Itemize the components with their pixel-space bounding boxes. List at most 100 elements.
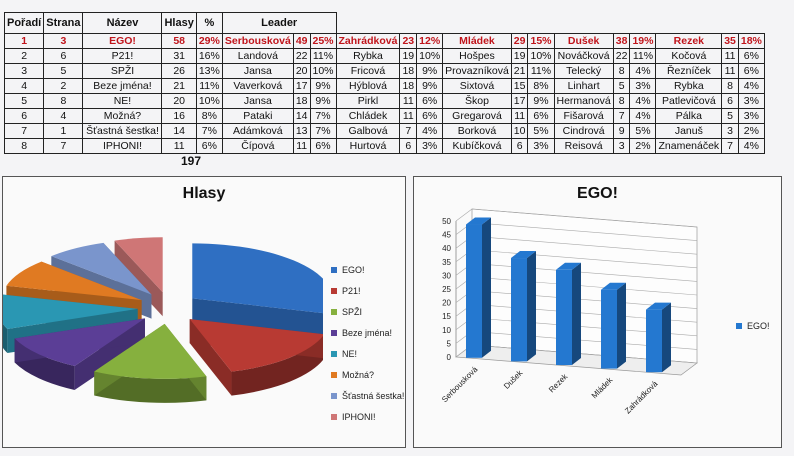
cell: 19%	[629, 33, 657, 49]
cell: 16%	[195, 48, 223, 64]
legend-item: EGO!	[331, 259, 404, 280]
cell: Serbousková	[221, 33, 294, 49]
legend-item: Šťastná šestka!	[331, 385, 404, 406]
cell: 6%	[416, 108, 444, 124]
x-tick-label: Serbousková	[440, 364, 480, 404]
results-table: Pořadí Strana Název Hlasy % Leader 1 3 E…	[3, 12, 765, 154]
cell: 29%	[195, 33, 223, 49]
legend-label: Beze jména!	[342, 327, 393, 338]
bar	[466, 217, 491, 358]
cell: 6	[3, 108, 45, 124]
cell: 3	[3, 63, 45, 79]
cell: 20	[161, 93, 197, 109]
y-tick-label: 5	[447, 339, 452, 348]
cell: 10%	[195, 93, 223, 109]
cell: 6%	[737, 48, 765, 64]
legend-label: IPHONI!	[342, 411, 376, 422]
cell: Hermanová	[553, 93, 614, 109]
cell: Hošpes	[442, 48, 512, 64]
x-tick-label: Mládek	[590, 375, 615, 400]
cell: Jansa	[221, 93, 294, 109]
cell: 8	[612, 93, 631, 109]
x-tick-label: Rezek	[547, 371, 570, 394]
x-tick-label: Dušek	[502, 368, 525, 391]
cell: 9%	[416, 78, 444, 94]
legend-label: NE!	[342, 348, 358, 359]
bar-chart-title: EGO!	[577, 185, 618, 202]
cell: 4%	[629, 108, 657, 124]
cell: 6	[721, 93, 739, 109]
cell: 18	[399, 78, 418, 94]
cell: 17	[510, 93, 529, 109]
cell: Škop	[442, 93, 512, 109]
y-tick-label: 0	[447, 353, 452, 362]
cell: 3%	[629, 78, 657, 94]
cell: Gregarová	[442, 108, 512, 124]
cell: 8	[721, 78, 739, 94]
cell: Landová	[221, 48, 294, 64]
cell: 3	[43, 33, 84, 49]
y-tick-label: 25	[442, 285, 451, 294]
cell: 29	[510, 33, 529, 49]
cell: 18	[399, 63, 418, 79]
bar-chart-panel: EGO! 0 5 10 15 20 25 30 35 40 45 50 Serbousková Duše…	[413, 176, 782, 448]
header-rank: Pořadí	[3, 12, 45, 34]
cell: 15	[510, 78, 529, 94]
cell: 12%	[416, 33, 444, 49]
cell: 7	[612, 108, 631, 124]
legend-swatch	[331, 350, 337, 357]
cell: 7%	[309, 123, 337, 139]
table-row: 3 5 SPŽI 26 13% Jansa 20 10% Fricová 18 9% Provazní…	[3, 63, 765, 79]
cell: 4%	[629, 93, 657, 109]
total-votes: 197	[181, 154, 202, 168]
cell: 5	[721, 108, 739, 124]
y-tick-label: 40	[442, 244, 451, 253]
cell: 11	[510, 108, 529, 124]
cell: 3%	[737, 93, 765, 109]
legend-swatch	[331, 266, 337, 273]
header-pct: %	[195, 12, 223, 34]
cell: 14	[292, 108, 311, 124]
cell: 11%	[195, 78, 223, 94]
table-row: 2 6 P21! 31 16% Landová 22 11% Rybka 19 10% Hošpes 1…	[3, 48, 765, 64]
legend-label: SPŽI	[342, 306, 363, 317]
cell: 20	[292, 63, 311, 79]
cell: 5	[3, 93, 45, 109]
legend-item: Možná?	[331, 364, 404, 385]
cell: Kubíčková	[442, 138, 512, 154]
cell: 3	[612, 138, 631, 154]
cell: Vaverková	[221, 78, 294, 94]
cell: 22	[292, 48, 311, 64]
cell: Šťastná šestka!	[82, 123, 163, 139]
pie-slice	[94, 323, 207, 403]
table-row: 4 2 Beze jména! 21 11% Vaverková 17 9% Hýblová 18…	[3, 78, 765, 94]
cell: 3%	[737, 108, 765, 124]
cell: 25%	[309, 33, 337, 49]
legend-label: EGO!	[342, 264, 365, 275]
cell: 6	[43, 48, 84, 64]
cell: Hýblová	[335, 78, 401, 94]
cell: Kočová	[655, 48, 723, 64]
cell: Rezek	[655, 33, 723, 49]
cell: 19	[399, 48, 418, 64]
cell: Možná?	[82, 108, 163, 124]
cell: 6%	[527, 108, 555, 124]
cell: 10%	[309, 63, 337, 79]
cell: Rybka	[655, 78, 723, 94]
cell: 13	[292, 123, 311, 139]
table-row: 8 7 IPHONI! 11 6% Čípová 11 6% Hurtová 6 3% Kubíčko…	[3, 138, 765, 154]
cell: Pálka	[655, 108, 723, 124]
legend-item: Beze jména!	[331, 322, 404, 343]
cell: 35	[721, 33, 739, 49]
cell: 11	[292, 138, 311, 154]
cell: NE!	[82, 93, 163, 109]
cell: IPHONI!	[82, 138, 163, 154]
cell: 17	[292, 78, 311, 94]
bar	[601, 282, 626, 369]
cell: Pataki	[221, 108, 294, 124]
cell: 11%	[629, 48, 657, 64]
cell: 1	[3, 33, 45, 49]
cell: 11	[399, 108, 418, 124]
legend-swatch	[736, 322, 742, 329]
y-tick-label: 35	[442, 258, 451, 267]
